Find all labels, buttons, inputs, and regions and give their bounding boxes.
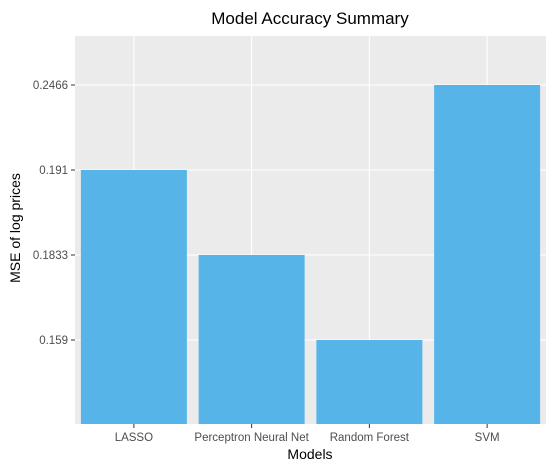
x-axis-title: Models: [287, 446, 332, 462]
axis-layer: 0.159 0.1833 0.191 0.2466 LASSO Perceptron Ne…: [33, 80, 500, 444]
y-axis-title: MSE of log prices: [7, 173, 23, 283]
bar: [434, 85, 541, 424]
y-tick-label: 0.1833: [33, 250, 68, 262]
bar: [198, 255, 305, 424]
bar: [316, 340, 423, 424]
x-tick-label: SVM: [475, 432, 500, 444]
x-tick-label: Random Forest: [330, 432, 410, 444]
x-tick-label: LASSO: [115, 432, 153, 444]
chart-title: Model Accuracy Summary: [211, 9, 409, 28]
y-tick-label: 0.191: [39, 165, 68, 177]
bar: [80, 170, 187, 424]
y-tick-label: 0.159: [39, 335, 68, 347]
x-tick-label: Perceptron Neural Net: [194, 432, 309, 444]
bar-layer: [80, 85, 541, 424]
y-tick-label: 0.2466: [33, 80, 68, 92]
